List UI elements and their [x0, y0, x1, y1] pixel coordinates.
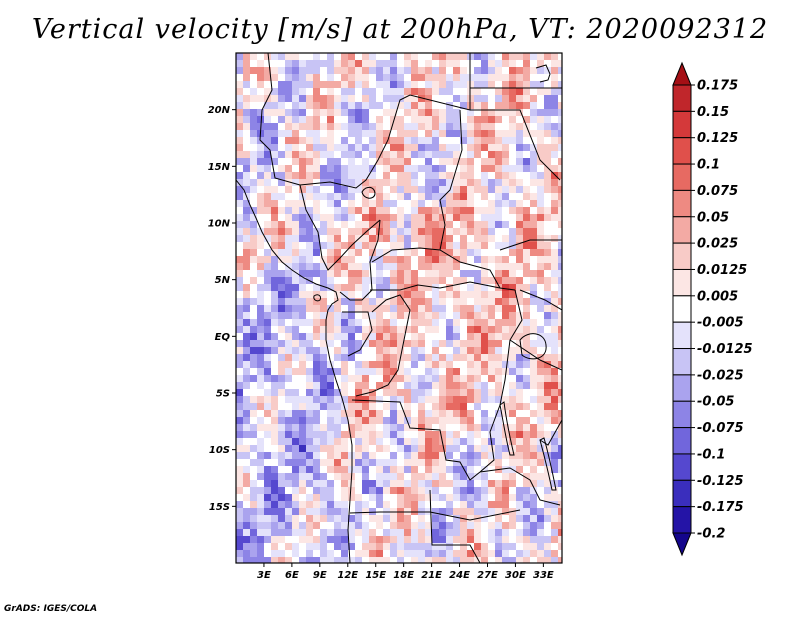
- colorbar-label: -0.2: [697, 527, 725, 542]
- colorbar-box: [672, 84, 692, 112]
- lon-tick-label: 21E: [421, 570, 442, 581]
- velocity-field: [236, 53, 562, 563]
- colorbar-box: [672, 137, 692, 165]
- grads-credit: GrADS: IGES/COLA: [4, 604, 98, 614]
- colorbar-label: -0.025: [697, 368, 744, 383]
- coastline-east: [539, 419, 562, 446]
- border-north: [259, 53, 471, 189]
- border-nigeria: [299, 184, 381, 271]
- country-borders: [236, 53, 562, 563]
- colorbar-box: [672, 110, 692, 139]
- colorbar-label: -0.05: [697, 395, 734, 410]
- red-sea-coast: [535, 64, 551, 83]
- border-gabon: [342, 311, 373, 357]
- border-car-south: [370, 281, 501, 291]
- lon-tick-label: 33E: [533, 570, 554, 581]
- lake-chad: [361, 186, 376, 199]
- bioko-island: [313, 294, 321, 302]
- colorbar-box: [672, 242, 692, 270]
- colorbar-label: -0.175: [697, 500, 744, 515]
- lat-tick-label: 10N: [208, 219, 231, 230]
- border-kenya: [519, 289, 562, 311]
- border-angola-drc: [351, 399, 481, 481]
- colorbar-label: -0.005: [697, 316, 744, 331]
- border-sudan-east: [470, 109, 561, 181]
- lon-tick-label: 18E: [393, 570, 414, 581]
- lat-tick-label: 15N: [208, 162, 231, 173]
- colorbar-label: 0.005: [697, 289, 738, 304]
- border-tanzania: [509, 339, 562, 371]
- colorbar-label: -0.1: [697, 447, 725, 462]
- border-drc-east: [479, 289, 523, 473]
- border-congo: [355, 294, 411, 397]
- colorbar-box: [672, 321, 692, 350]
- colorbar-box: [672, 189, 692, 218]
- lat-tick-label: 20N: [208, 105, 231, 116]
- lat-tick-label: EQ: [215, 332, 231, 343]
- colorbar-label: 0.15: [697, 105, 729, 120]
- colorbar-box: [672, 374, 692, 402]
- colorbar-box: [672, 427, 692, 455]
- lon-tick-label: 6E: [285, 570, 299, 581]
- map-title: Vertical velocity [m/s] at 200hPa, VT: 2…: [31, 14, 769, 45]
- lon-tick-label: 9E: [313, 570, 327, 581]
- border-namibia: [349, 509, 521, 521]
- coastline-west: [236, 179, 353, 563]
- lake-victoria: [519, 333, 547, 360]
- border-chad-sudan: [439, 109, 463, 251]
- border-ethiopia: [499, 239, 562, 251]
- lat-tick-label: 5N: [215, 275, 231, 286]
- colorbar-label: 0.125: [697, 131, 738, 146]
- colorbar-box: [672, 163, 692, 191]
- map-axes: 20N 15N 10N 5N EQ 5S 10S 15S 3E 6E 9E 12E 15E 18E 21E 2…: [208, 105, 554, 581]
- colorbar-label: 0.025: [697, 237, 738, 252]
- colorbar: 0.175 0.15 0.125 0.1 0.075 0.05 0.025 0.0125 0.0…: [672, 61, 753, 557]
- colorbar-label: 0.1: [697, 158, 720, 173]
- border-zambia: [479, 467, 561, 506]
- border-car: [371, 247, 516, 291]
- lon-tick-label: 3E: [257, 570, 271, 581]
- colorbar-label: 0.175: [697, 79, 738, 94]
- lat-tick-label: 15S: [209, 502, 230, 513]
- colorbar-label: -0.125: [697, 474, 744, 489]
- lat-tick-label: 10S: [209, 445, 230, 456]
- colorbar-box: [672, 453, 692, 481]
- lon-tick-label: 27E: [477, 570, 498, 581]
- colorbar-min-arrow: [672, 532, 692, 557]
- map-frame: [235, 52, 563, 564]
- lat-tick-label: 5S: [216, 389, 230, 400]
- colorbar-box: [672, 506, 692, 534]
- colorbar-label: 0.0125: [697, 263, 747, 278]
- lake-tanganyika: [499, 401, 515, 456]
- lon-tick-label: 30E: [505, 570, 526, 581]
- colorbar-box: [672, 348, 692, 376]
- lake-malawi: [539, 437, 557, 491]
- lon-tick-label: 15E: [365, 570, 386, 581]
- colorbar-box: [672, 295, 692, 323]
- colorbar-box: [672, 400, 692, 429]
- colorbar-label: 0.05: [697, 210, 729, 225]
- colorbar-label: -0.0125: [697, 342, 753, 357]
- lon-tick-label: 12E: [337, 570, 358, 581]
- colorbar-box: [672, 479, 692, 508]
- border-angola-zambia: [429, 489, 481, 563]
- colorbar-box: [672, 268, 692, 297]
- colorbar-box: [672, 216, 692, 244]
- lon-tick-label: 24E: [449, 570, 470, 581]
- colorbar-label: -0.075: [697, 421, 744, 436]
- colorbar-label: 0.075: [697, 184, 738, 199]
- colorbar-max-arrow: [672, 61, 692, 86]
